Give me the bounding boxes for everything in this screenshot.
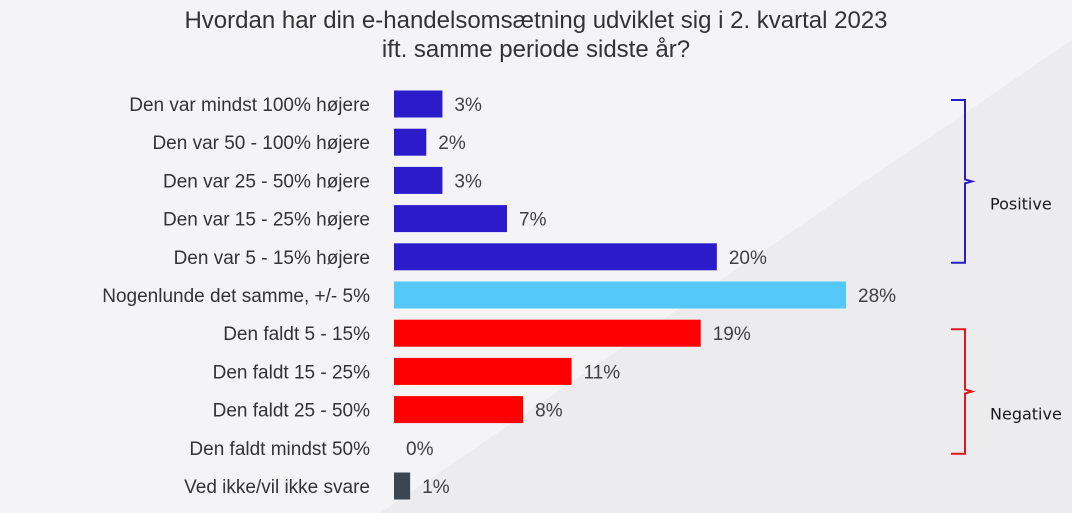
bar xyxy=(394,166,443,194)
value-label: 1% xyxy=(422,477,450,498)
value-label: 20% xyxy=(729,248,767,269)
bar xyxy=(394,472,411,500)
category-label: Den faldt 5 - 15% xyxy=(223,324,370,345)
value-label: 28% xyxy=(858,286,896,307)
group-label: Positive xyxy=(990,194,1052,213)
group-label: Negative xyxy=(990,405,1062,424)
chart-title-line1: Hvordan har din e-handelsomsætning udvik… xyxy=(184,7,888,34)
value-label: 19% xyxy=(713,324,751,345)
bar xyxy=(394,128,427,156)
value-label: 11% xyxy=(584,362,621,383)
value-label: 8% xyxy=(535,401,563,422)
bar xyxy=(394,281,846,309)
bar xyxy=(394,396,524,424)
category-label: Den faldt mindst 50% xyxy=(189,439,370,460)
bar xyxy=(394,205,507,233)
value-label: 2% xyxy=(438,133,466,154)
chart-title: Hvordan har din e-handelsomsætning udvik… xyxy=(0,6,1072,64)
category-label: Den var 25 - 50% højere xyxy=(163,171,370,192)
value-label: 0% xyxy=(406,439,434,460)
bar xyxy=(394,243,717,271)
chart-title-line2: ift. samme periode sidste år? xyxy=(381,36,691,63)
category-label: Den faldt 15 - 25% xyxy=(213,362,370,383)
category-label: Nogenlunde det samme, +/- 5% xyxy=(102,286,370,307)
category-label: Den var 50 - 100% højere xyxy=(152,133,370,154)
category-label: Den var mindst 100% højere xyxy=(129,95,370,116)
category-label: Den var 15 - 25% højere xyxy=(163,210,370,231)
value-label: 7% xyxy=(519,210,547,231)
group-bracket xyxy=(951,99,976,264)
value-label: 3% xyxy=(454,171,482,192)
category-label: Den var 5 - 15% højere xyxy=(174,248,370,269)
bar xyxy=(394,90,443,118)
value-label: 3% xyxy=(454,95,482,116)
bar xyxy=(394,319,701,347)
bar xyxy=(394,357,572,385)
category-label: Den faldt 25 - 50% xyxy=(213,401,370,422)
category-label: Ved ikke/vil ikke svare xyxy=(184,477,370,498)
group-bracket xyxy=(951,328,976,455)
